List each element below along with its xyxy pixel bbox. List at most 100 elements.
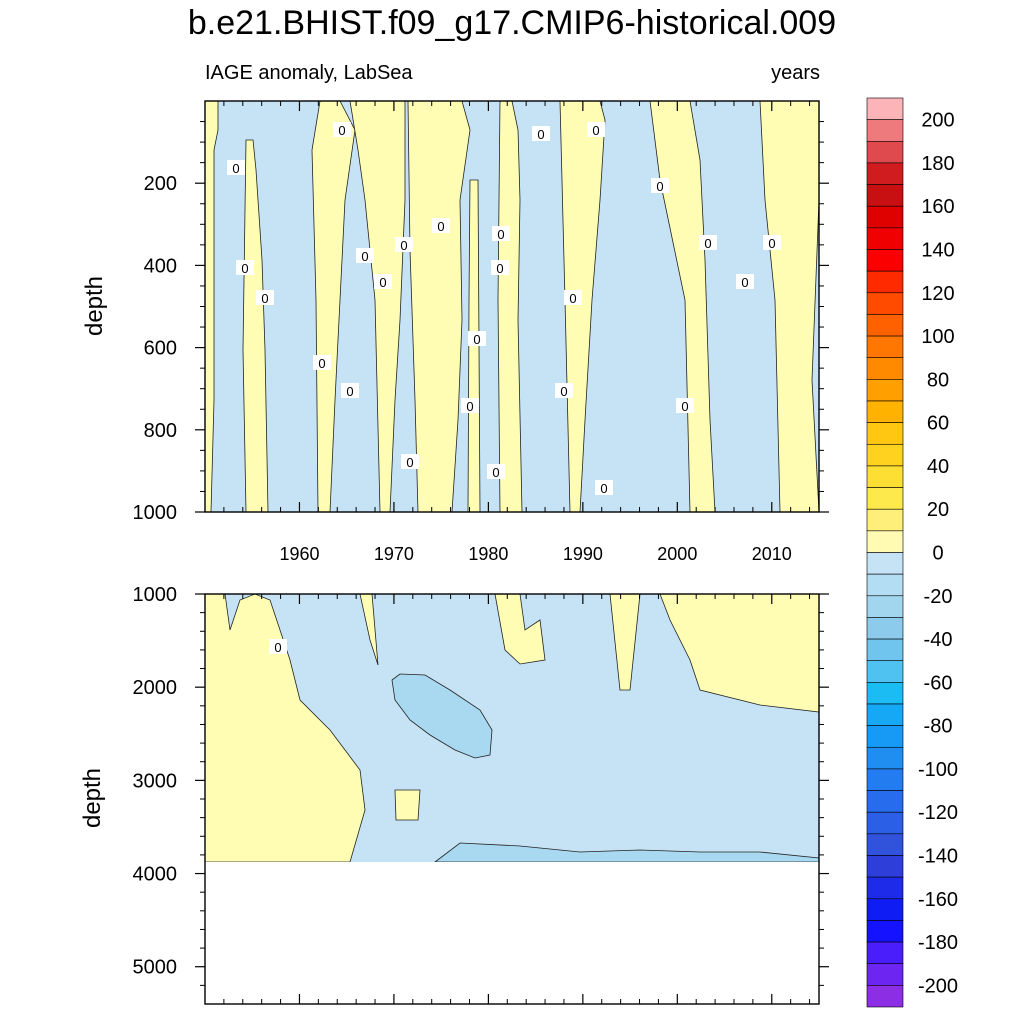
svg-text:0: 0	[681, 399, 688, 414]
colorbar-box	[866, 270, 904, 294]
x-tick-label: 1970	[374, 544, 414, 564]
x-tick-label: 2010	[752, 544, 792, 564]
colorbar-tick-label: -60	[924, 672, 953, 694]
contour-label: 0	[356, 248, 374, 264]
y-tick-label: 800	[144, 420, 177, 442]
contour-label: 0	[401, 454, 419, 470]
colorbar-box	[866, 162, 904, 185]
contour-label: 0	[432, 218, 450, 234]
svg-text:0: 0	[346, 384, 353, 399]
upper-positive-regions	[204, 100, 820, 513]
contour-label: 0	[491, 260, 509, 276]
colorbar-box	[866, 184, 904, 207]
y-tick-label: 400	[144, 255, 177, 277]
svg-text:0: 0	[261, 291, 268, 306]
colorbar-box	[866, 97, 904, 120]
colorbar-tick-label: -20	[924, 586, 953, 608]
svg-text:0: 0	[232, 161, 239, 176]
x-tick-label: 1960	[279, 544, 319, 564]
chart-title: b.e21.BHIST.f09_g17.CMIP6-historical.009	[187, 4, 837, 42]
svg-text:0: 0	[437, 219, 444, 234]
contour-label: 0	[269, 639, 287, 655]
colorbar-box	[866, 833, 904, 856]
colorbar-box	[866, 249, 904, 272]
colorbar-box	[866, 595, 904, 618]
svg-text:0: 0	[560, 384, 567, 399]
colorbar-tick-label: 160	[921, 196, 954, 218]
upper-y-axis-label: depth	[81, 276, 108, 336]
colorbar-box	[866, 292, 904, 315]
contour-label: 0	[313, 355, 331, 371]
subtitle-units: years	[771, 62, 820, 84]
contour-label: 0	[595, 480, 613, 496]
contour-label: 0	[468, 331, 486, 347]
contour-label: 0	[763, 235, 781, 251]
colorbar-box	[866, 617, 904, 640]
colorbar-labels: 200180160140120100806040200-20-40-60-80-…	[918, 110, 958, 998]
colorbar-tick-label: 60	[927, 413, 949, 435]
colorbar-tick-label: 0	[932, 543, 943, 565]
colorbar-box	[866, 985, 904, 1008]
colorbar-tick-label: -80	[924, 716, 953, 738]
contour-label: 0	[564, 290, 582, 306]
colorbar-box	[866, 638, 904, 662]
y-tick-label: 200	[144, 173, 177, 195]
colorbar-tick-label: -160	[918, 889, 958, 911]
subtitle-variable: IAGE anomaly, LabSea	[205, 62, 413, 84]
contour-label: 0	[461, 398, 479, 414]
svg-text:0: 0	[704, 236, 711, 251]
contour-label: 0	[227, 160, 245, 176]
lower-x-axis	[223, 594, 811, 1004]
colorbar-box	[866, 508, 904, 532]
x-tick-label: 2000	[657, 544, 697, 564]
colorbar-tick-label: 80	[927, 369, 949, 391]
colorbar-box	[866, 920, 904, 943]
colorbar-box	[866, 530, 904, 553]
y-tick-label: 2000	[133, 677, 178, 699]
contour-label: 0	[532, 126, 550, 142]
colorbar-tick-label: 200	[921, 110, 954, 132]
colorbar-tick-label: -100	[918, 759, 958, 781]
svg-text:0: 0	[466, 399, 473, 414]
colorbar-box	[866, 119, 904, 142]
colorbar-box	[866, 314, 904, 337]
svg-text:0: 0	[741, 275, 748, 290]
colorbar-box	[866, 140, 904, 164]
upper-y-axis: 200 400 600 800 1000	[133, 121, 829, 524]
svg-text:0: 0	[496, 261, 503, 276]
colorbar-box	[866, 400, 904, 423]
contour-label: 0	[587, 122, 605, 138]
colorbar-tick-label: 120	[921, 283, 954, 305]
svg-text:0: 0	[406, 455, 413, 470]
svg-text:0: 0	[592, 123, 599, 138]
contour-label: 0	[651, 178, 669, 194]
svg-text:0: 0	[318, 356, 325, 371]
svg-text:0: 0	[241, 261, 248, 276]
contour-label: 0	[492, 226, 510, 242]
svg-text:0: 0	[473, 332, 480, 347]
colorbar-box	[866, 335, 904, 359]
lower-positive-regions	[204, 593, 820, 863]
colorbar-box	[866, 227, 904, 250]
x-tick-label: 1990	[563, 544, 603, 564]
colorbar-tick-label: 140	[921, 240, 954, 262]
colorbar-box	[866, 876, 904, 900]
contour-label: 0	[736, 274, 754, 290]
svg-text:0: 0	[274, 640, 281, 655]
contour-label: 0	[341, 383, 359, 399]
svg-text:0: 0	[361, 249, 368, 264]
colorbar-box	[866, 487, 904, 510]
x-tick-label: 1980	[468, 544, 508, 564]
colorbar-box	[866, 790, 904, 813]
colorbar-box	[866, 422, 904, 445]
colorbar-tick-label: 180	[921, 153, 954, 175]
y-tick-label: 1000	[133, 584, 178, 606]
colorbar-box	[866, 552, 904, 575]
colorbar-box	[866, 811, 904, 835]
lower-y-axis: 1000 2000 3000 4000 5000	[133, 584, 829, 986]
contour-label: 0	[374, 274, 392, 290]
colorbar-box	[866, 898, 904, 921]
svg-text:0: 0	[379, 275, 386, 290]
colorbar-box	[866, 660, 904, 683]
